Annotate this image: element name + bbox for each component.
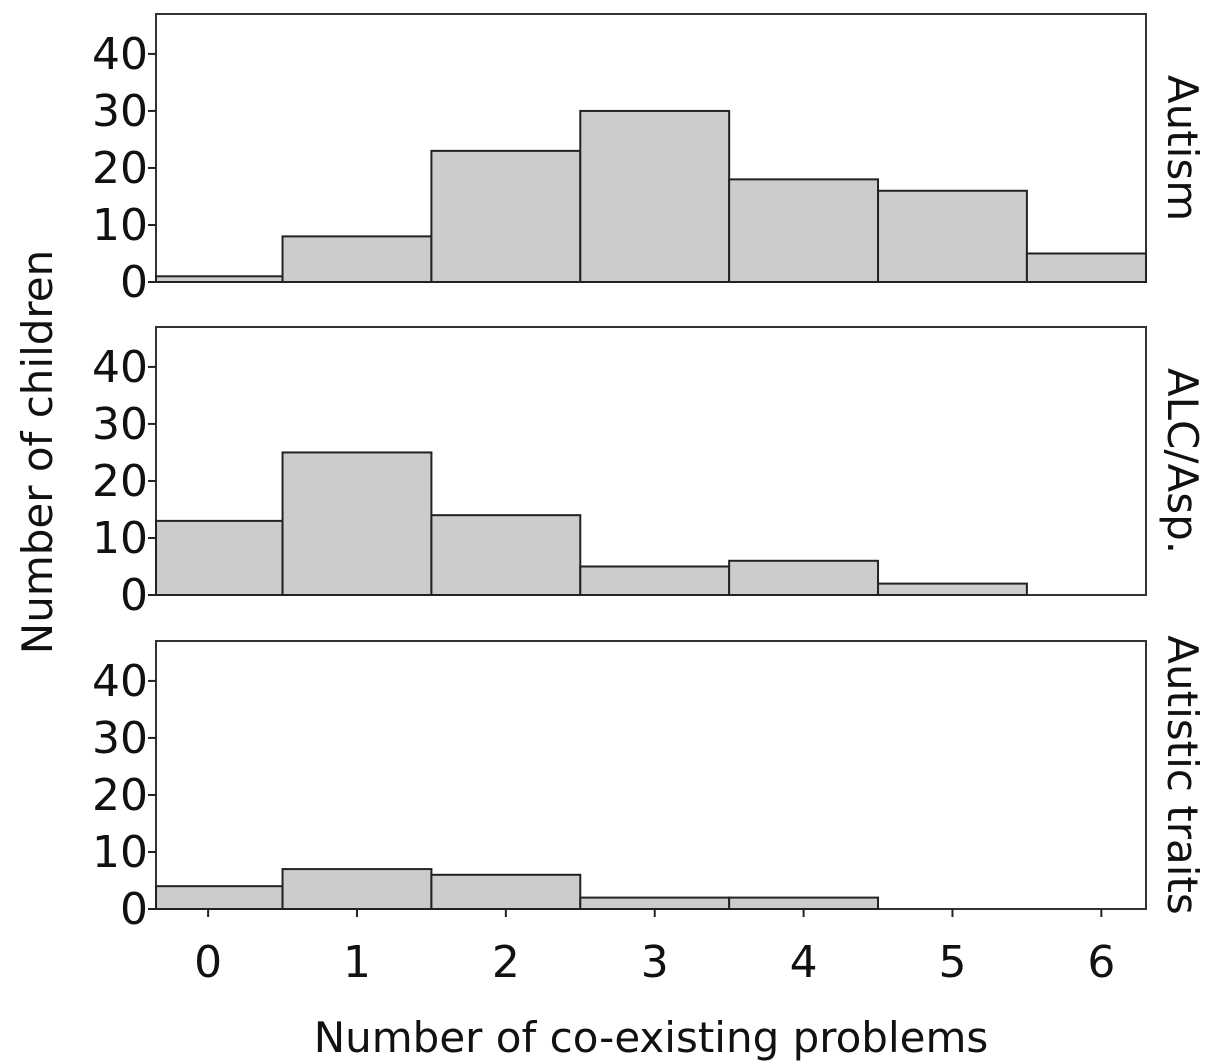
x-axis: 0 1 2 3 4 5 6: [194, 909, 1115, 988]
x-tick-label: 3: [641, 937, 669, 988]
y-tick-label: 40: [92, 342, 148, 393]
histogram-bar: [281, 451, 433, 596]
y-tick-label: 40: [92, 656, 148, 707]
histogram-bar: [579, 109, 731, 283]
y-tick-label: 0: [120, 884, 148, 935]
x-axis-title: Number of co-existing problems: [314, 1013, 989, 1062]
x-tick-label: 1: [343, 937, 371, 988]
y-tick-label: 0: [120, 257, 148, 308]
y-tick-label: 10: [92, 827, 148, 878]
y-tick-label: 10: [92, 513, 148, 564]
histogram-bar: [877, 582, 1028, 597]
histogram-bar: [430, 149, 582, 283]
histogram-bar: [281, 235, 433, 283]
y-axis-title: Number of children: [13, 250, 62, 654]
histogram-bar: [1025, 252, 1147, 284]
x-tick-label: 5: [938, 937, 966, 988]
facet-label: Autistic traits: [1158, 635, 1205, 914]
histogram-bar: [155, 275, 284, 284]
histogram-bar: [728, 896, 880, 911]
y-tick-label: 20: [92, 456, 148, 507]
histogram-bar: [430, 514, 582, 597]
histogram-bar: [281, 868, 433, 910]
y-tick-label: 20: [92, 143, 148, 194]
panel-2: 0 10 20 30 40 Autistic traits: [92, 635, 1205, 935]
histogram-bar: [155, 885, 284, 910]
y-tick-label: 30: [92, 399, 148, 450]
x-tick-label: 6: [1087, 937, 1115, 988]
panel-0: 0 10 20 30 40 Autism: [92, 13, 1205, 308]
y-tick-label: 0: [120, 570, 148, 621]
y-tick-label: 20: [92, 770, 148, 821]
y-tick-label: 10: [92, 200, 148, 251]
histogram-bar: [579, 896, 731, 911]
histogram-bar: [579, 565, 731, 597]
histogram-bar: [155, 519, 284, 596]
x-tick-label: 2: [492, 937, 520, 988]
histogram-bar: [728, 559, 880, 596]
histogram-bar: [430, 873, 582, 910]
panels-layer: 0 10 20 30 40 Autism 0 10 20 30 40 ALC/Asp. 0 10 20 30 4…: [92, 13, 1205, 935]
facet-label: Autism: [1158, 75, 1205, 221]
y-tick-label: 30: [92, 86, 148, 137]
x-tick-label: 0: [194, 937, 222, 988]
x-tick-label: 4: [790, 937, 818, 988]
panel-1: 0 10 20 30 40 ALC/Asp.: [92, 326, 1205, 621]
histogram-bar: [728, 178, 880, 284]
histogram-bar: [877, 189, 1028, 283]
facet-label: ALC/Asp.: [1158, 368, 1205, 554]
y-tick-label: 30: [92, 713, 148, 764]
y-tick-label: 40: [92, 29, 148, 80]
